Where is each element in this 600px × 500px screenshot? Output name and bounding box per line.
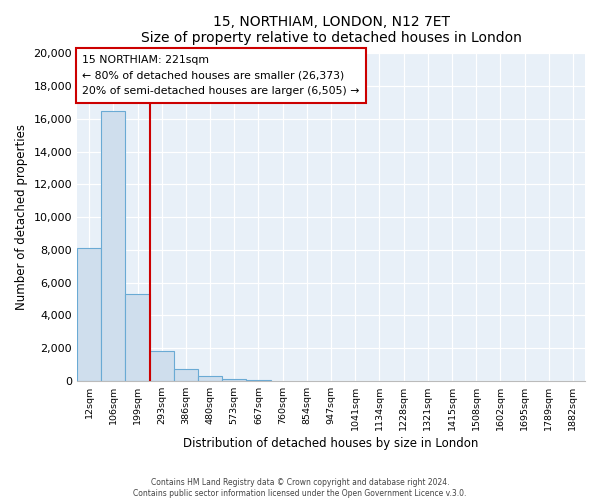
- Bar: [101, 110, 125, 381]
- Y-axis label: Number of detached properties: Number of detached properties: [15, 124, 28, 310]
- Bar: [198, 376, 222, 381]
- Text: Contains HM Land Registry data © Crown copyright and database right 2024.
Contai: Contains HM Land Registry data © Crown c…: [133, 478, 467, 498]
- Bar: [149, 352, 174, 381]
- Bar: [174, 368, 198, 381]
- Bar: [125, 294, 149, 381]
- Title: 15, NORTHIAM, LONDON, N12 7ET
Size of property relative to detached houses in Lo: 15, NORTHIAM, LONDON, N12 7ET Size of pr…: [140, 15, 521, 45]
- Bar: [222, 378, 247, 381]
- X-axis label: Distribution of detached houses by size in London: Distribution of detached houses by size …: [184, 437, 479, 450]
- Text: 15 NORTHIAM: 221sqm
← 80% of detached houses are smaller (26,373)
20% of semi-de: 15 NORTHIAM: 221sqm ← 80% of detached ho…: [82, 55, 359, 96]
- Bar: [247, 380, 271, 381]
- Bar: [77, 248, 101, 381]
